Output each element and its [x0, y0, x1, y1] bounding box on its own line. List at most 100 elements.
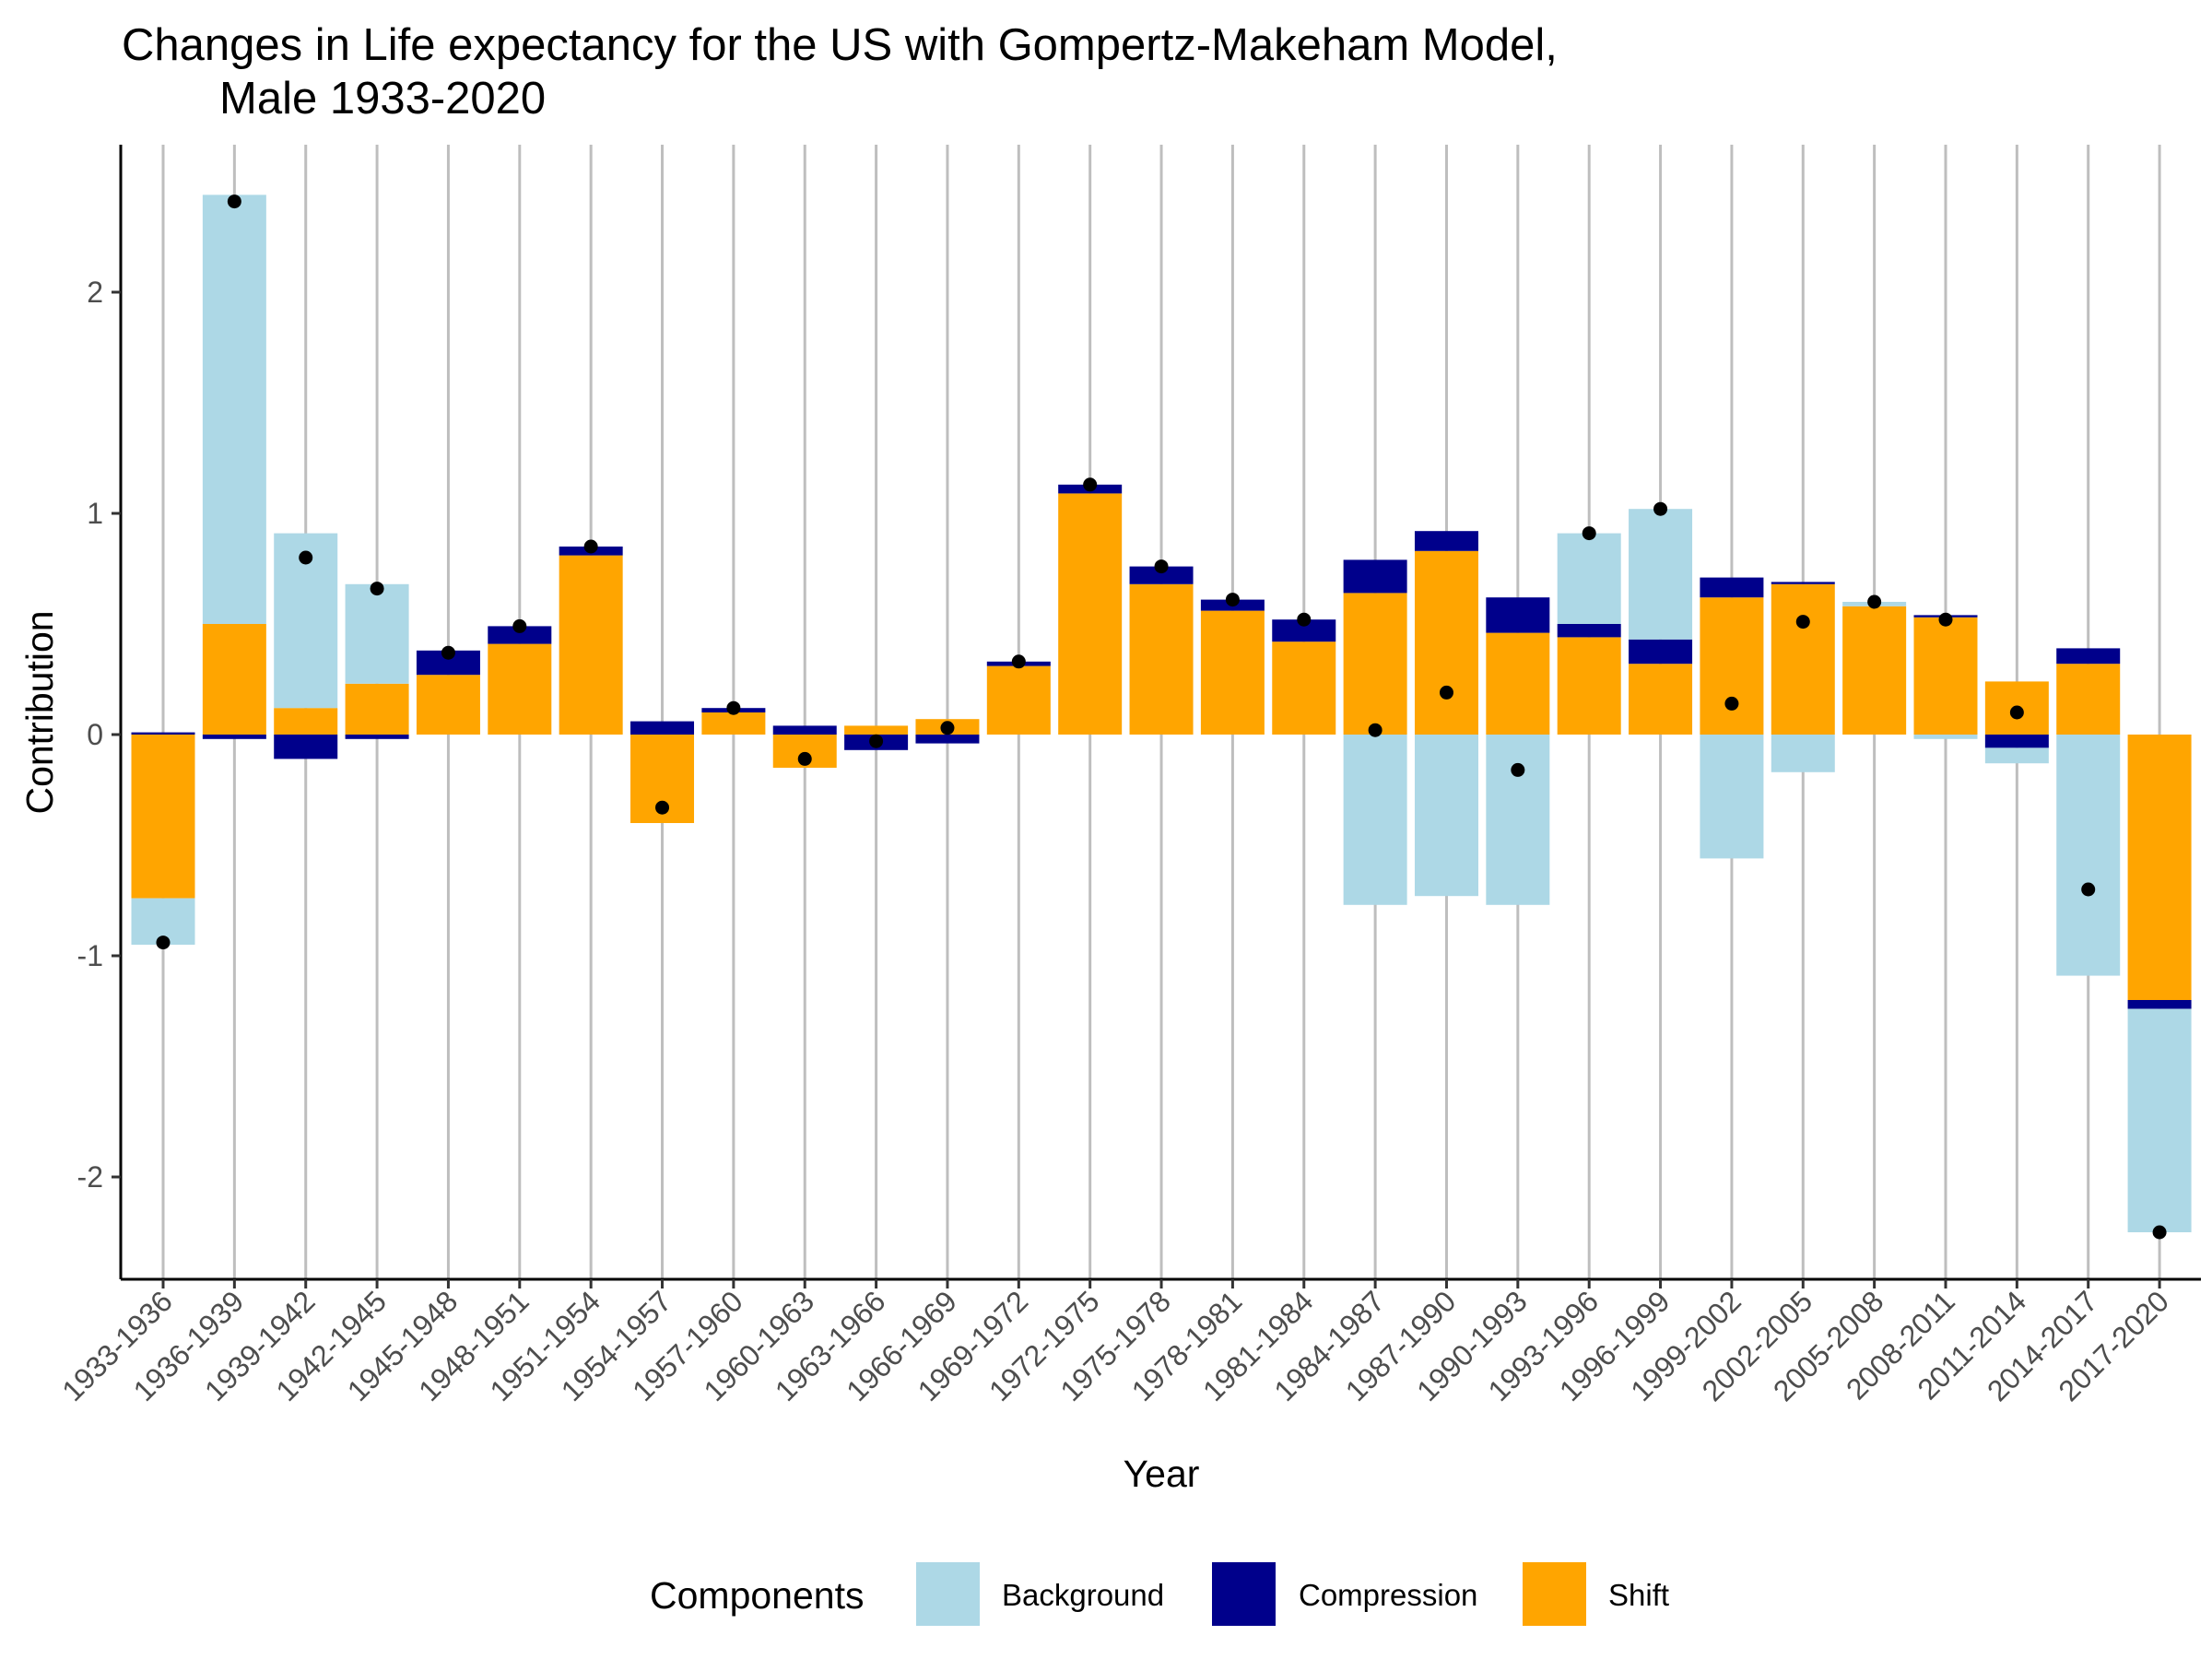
point-total-1984-1987 — [1368, 723, 1382, 737]
bar-compression-1984-1987 — [1343, 559, 1407, 594]
legend: Components Background Compression Shift — [650, 1562, 1669, 1626]
point-total-1996-1999 — [1653, 501, 1668, 516]
bar-background-1936-1939 — [202, 194, 266, 624]
point-total-2008-2011 — [1938, 612, 1953, 627]
point-total-1963-1966 — [869, 734, 884, 748]
bar-shift-1978-1981 — [1200, 610, 1265, 735]
bar-shift-1981-1984 — [1272, 641, 1336, 735]
point-total-1948-1951 — [512, 618, 527, 633]
point-total-1933-1936 — [156, 935, 171, 950]
legend-label-compression: Compression — [1299, 1578, 1477, 1612]
point-total-1966-1969 — [940, 721, 955, 735]
bars — [131, 194, 2192, 1232]
point-total-1987-1990 — [1439, 685, 1453, 700]
bar-shift-1996-1999 — [1629, 664, 1693, 735]
bar-shift-1936-1939 — [202, 624, 266, 735]
point-total-2005-2008 — [1867, 594, 1882, 609]
bar-shift-1951-1954 — [559, 555, 623, 735]
point-total-1975-1978 — [1154, 559, 1169, 574]
bar-shift-2002-2005 — [1771, 583, 1835, 735]
point-total-1942-1945 — [370, 582, 384, 596]
bar-shift-1933-1936 — [131, 735, 195, 899]
bar-compression-1933-1936 — [131, 732, 195, 735]
bar-background-2008-2011 — [1913, 735, 1978, 739]
point-total-1993-1996 — [1582, 526, 1596, 541]
point-total-1957-1960 — [726, 700, 741, 715]
bar-background-1942-1945 — [345, 583, 409, 684]
bar-background-2011-2014 — [1984, 747, 2049, 764]
y-tick-label--2: -2 — [77, 1160, 103, 1194]
point-total-1972-1975 — [1083, 477, 1098, 492]
point-total-1945-1948 — [441, 645, 455, 660]
point-total-1954-1957 — [655, 800, 670, 815]
bar-compression-1939-1942 — [274, 735, 338, 759]
bar-shift-1963-1966 — [844, 725, 909, 735]
point-total-2002-2005 — [1795, 615, 1810, 629]
bar-shift-1945-1948 — [416, 675, 480, 735]
legend-swatch-background — [916, 1562, 980, 1626]
bar-compression-1990-1993 — [1486, 597, 1550, 633]
bar-background-1987-1990 — [1414, 735, 1478, 897]
y-axis-title: Contribution — [18, 610, 61, 814]
point-total-1990-1993 — [1511, 762, 1525, 777]
bar-shift-1987-1990 — [1414, 550, 1478, 735]
point-total-1951-1954 — [583, 539, 598, 554]
bar-compression-2011-2014 — [1984, 735, 2049, 748]
bar-background-1984-1987 — [1343, 735, 1407, 905]
chart-title: Changes in Life expectancy for the US wi… — [122, 20, 1558, 70]
legend-swatch-compression — [1212, 1562, 1276, 1626]
legend-label-background: Background — [1002, 1578, 1164, 1612]
chart-subtitle: Male 1933-2020 — [219, 74, 546, 124]
legend-title: Components — [650, 1574, 864, 1617]
bar-compression-1954-1957 — [630, 721, 695, 735]
x-axis-title: Year — [1124, 1453, 1200, 1495]
bar-compression-2017-2020 — [2127, 1000, 2192, 1009]
bar-compression-2014-2017 — [2056, 648, 2121, 665]
legend-swatch-shift — [1523, 1562, 1586, 1626]
bar-shift-1948-1951 — [488, 643, 552, 735]
y-tick-label-2: 2 — [87, 276, 103, 309]
y-tick-label-1: 1 — [87, 497, 103, 530]
point-total-1960-1963 — [797, 751, 812, 766]
bar-compression-1960-1963 — [772, 725, 837, 735]
bar-shift-1999-2002 — [1700, 597, 1764, 735]
legend-label-shift: Shift — [1608, 1578, 1669, 1612]
bar-background-2014-2017 — [2056, 735, 2121, 976]
point-total-1936-1939 — [227, 194, 241, 209]
point-total-2014-2017 — [2081, 882, 2096, 897]
y-tick-label--1: -1 — [77, 939, 103, 972]
total-points — [156, 194, 2167, 1240]
bar-compression-1999-2002 — [1700, 577, 1764, 598]
bar-compression-1987-1990 — [1414, 531, 1478, 551]
y-axis-ticks: -2 -1 0 1 2 — [77, 276, 121, 1194]
x-axis-ticks: 1933-19361936-19391939-19421942-19451945… — [55, 1279, 2175, 1407]
point-total-1939-1942 — [299, 550, 313, 565]
bar-background-2017-2020 — [2127, 1008, 2192, 1232]
bar-background-1993-1996 — [1557, 533, 1621, 624]
bar-shift-1969-1972 — [986, 665, 1051, 735]
point-total-1981-1984 — [1297, 612, 1312, 627]
y-tick-label-0: 0 — [87, 718, 103, 751]
bar-compression-1993-1996 — [1557, 624, 1621, 638]
bar-shift-2014-2017 — [2056, 664, 2121, 735]
point-total-1969-1972 — [1011, 654, 1026, 669]
bar-shift-1990-1993 — [1486, 632, 1550, 735]
bar-compression-1966-1969 — [915, 735, 980, 744]
bar-shift-1993-1996 — [1557, 637, 1621, 735]
point-total-1978-1981 — [1225, 593, 1240, 607]
bar-shift-2017-2020 — [2127, 735, 2192, 1000]
bar-compression-1975-1978 — [1129, 566, 1194, 584]
bar-background-1999-2002 — [1700, 735, 1764, 859]
bar-shift-2008-2011 — [1913, 617, 1978, 735]
bar-shift-1942-1945 — [345, 683, 409, 735]
bar-background-1990-1993 — [1486, 735, 1550, 905]
point-total-2011-2014 — [2009, 705, 2024, 720]
bar-background-2002-2005 — [1771, 735, 1835, 772]
bar-shift-1957-1960 — [701, 712, 766, 735]
bar-shift-2005-2008 — [1842, 606, 1907, 735]
bar-compression-1996-1999 — [1629, 639, 1693, 665]
bar-compression-1942-1945 — [345, 735, 409, 739]
bar-compression-1948-1951 — [488, 626, 552, 644]
bar-background-1996-1999 — [1629, 509, 1693, 640]
